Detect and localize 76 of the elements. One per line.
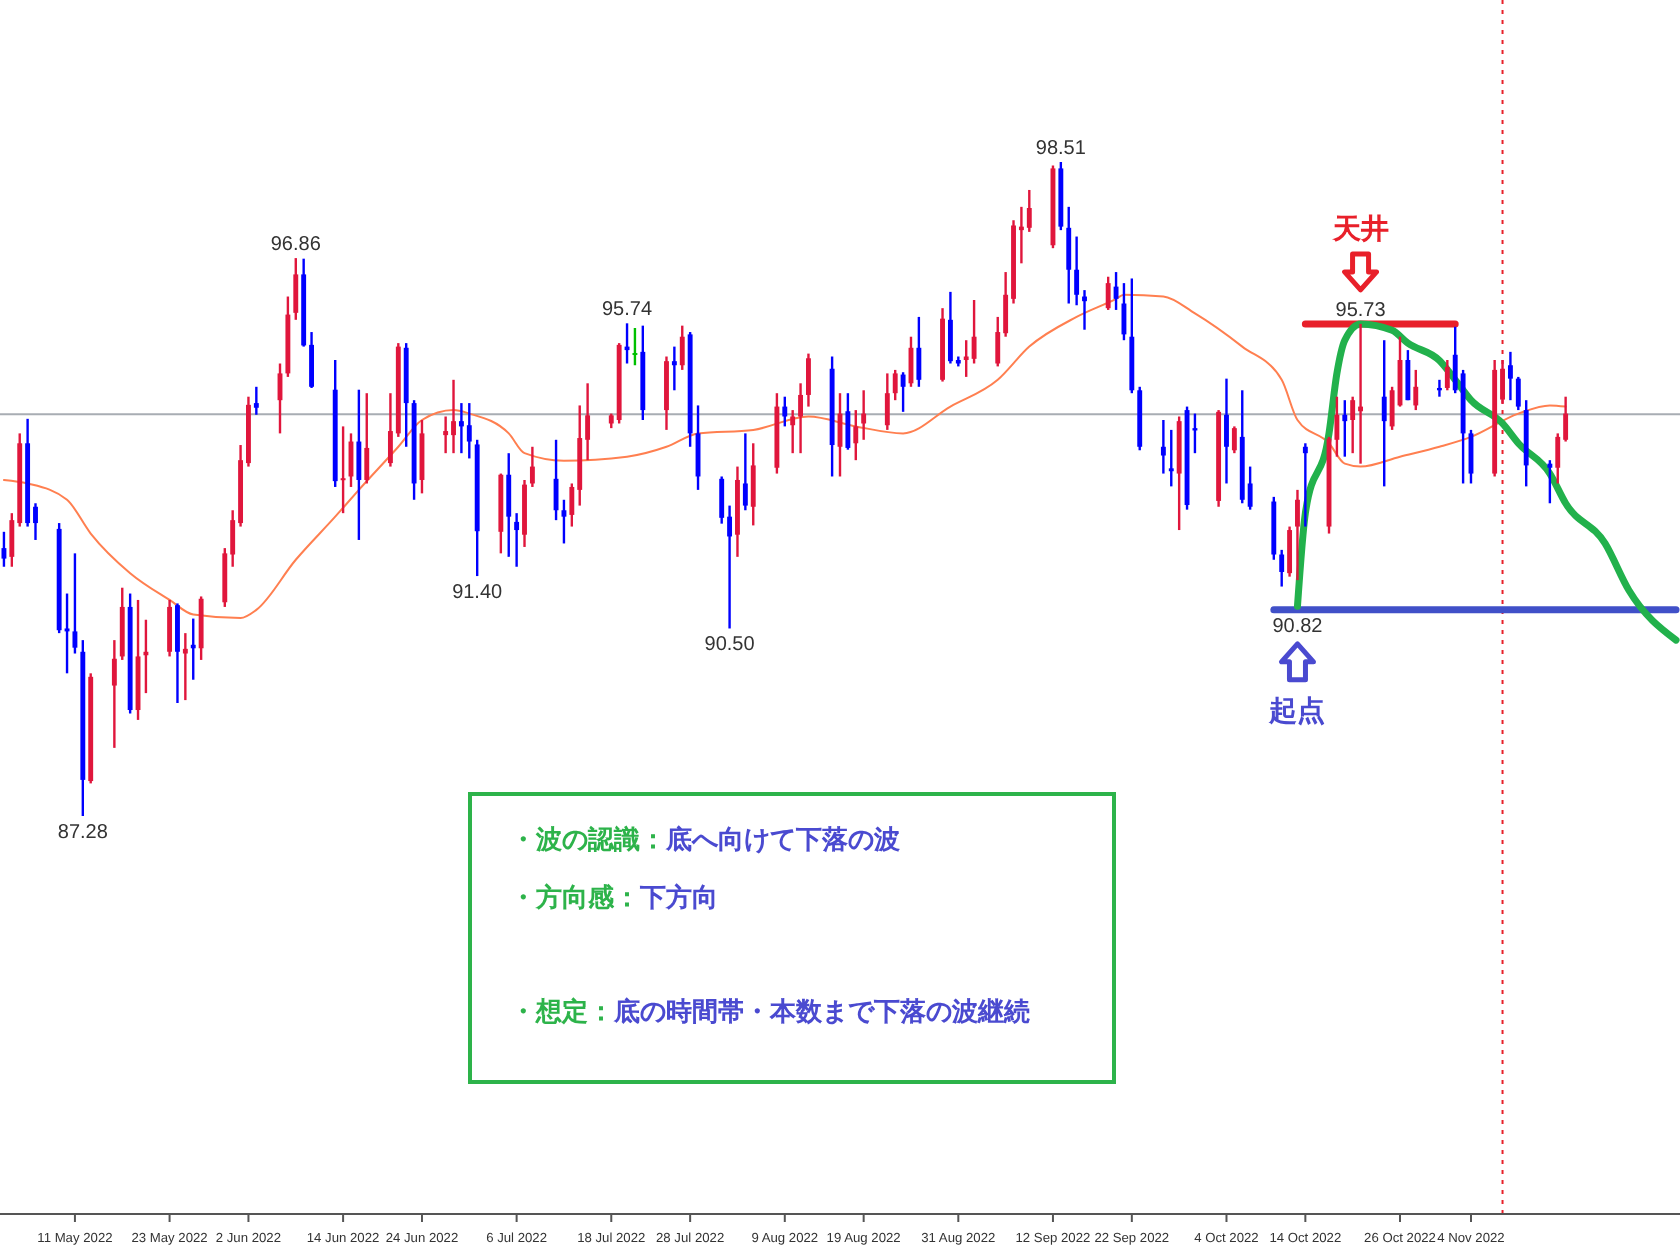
- annotation: 天井: [1330, 211, 1389, 244]
- candlestick: [1342, 398, 1348, 458]
- candlestick: [632, 326, 638, 367]
- candlestick: [1279, 548, 1285, 588]
- candlestick: [340, 425, 346, 515]
- candlestick: [364, 392, 370, 485]
- annotation: 96.86: [270, 234, 322, 257]
- candlestick: [1113, 270, 1119, 312]
- candlestick: [253, 385, 259, 416]
- candlestick: [111, 638, 117, 750]
- candlestick: [175, 602, 180, 705]
- candlestick: [782, 395, 788, 428]
- candlestick: [916, 315, 922, 388]
- candlestick: [892, 368, 898, 402]
- candlestick: [1160, 418, 1166, 475]
- candlestick: [182, 631, 188, 702]
- candlestick: [1168, 428, 1174, 488]
- candlestick: [1436, 378, 1442, 398]
- candlestick: [553, 438, 559, 522]
- annotation: 95.74: [602, 299, 653, 322]
- candlestick: [1231, 425, 1237, 455]
- candlestick: [72, 552, 78, 655]
- candlestick: [1066, 205, 1072, 305]
- annotation: 91.40: [452, 582, 504, 605]
- candlestick: [900, 371, 906, 414]
- candlestick: [884, 372, 890, 432]
- text: ・波の認識：底へ向けて下落の波: [510, 824, 902, 855]
- candlestick: [443, 415, 449, 455]
- candlestick: [750, 442, 756, 527]
- candlestick: [845, 392, 851, 451]
- candlestick: [1287, 525, 1293, 578]
- candlestick: [1350, 395, 1356, 455]
- candlestick: [167, 598, 173, 658]
- candlestick: [529, 445, 535, 489]
- candlestick: [671, 345, 677, 392]
- candlestick: [679, 324, 685, 372]
- candlestick: [790, 408, 796, 455]
- annotation: 90.50: [704, 634, 756, 657]
- candlestick: [1224, 377, 1229, 485]
- candlestick: [1026, 188, 1032, 234]
- annotation: 90.82: [1272, 615, 1324, 638]
- candlestick: [1507, 350, 1513, 402]
- candlestick: [971, 298, 977, 365]
- candlestick: [1413, 368, 1419, 412]
- candlestick: [451, 378, 456, 455]
- candlestick: [1105, 275, 1111, 312]
- candlestick: [1515, 375, 1521, 412]
- annotation: 95.73: [1335, 299, 1387, 322]
- candlestick: [561, 498, 567, 545]
- candlestick: [293, 256, 299, 322]
- candlestick: [798, 382, 804, 455]
- candlestick: [1302, 442, 1308, 528]
- candlestick: [1405, 348, 1411, 402]
- candlestick: [506, 451, 512, 559]
- candlestick: [356, 388, 362, 542]
- candlestick: [514, 511, 520, 568]
- candlestick: [861, 389, 867, 441]
- candlestick: [1444, 358, 1450, 392]
- candlestick: [1121, 281, 1127, 342]
- candlestick: [1, 530, 7, 568]
- candlestick: [1547, 458, 1553, 505]
- candlestick: [947, 290, 953, 365]
- candlestick: [806, 352, 811, 408]
- candlestick: [1381, 339, 1387, 488]
- text: ・想定：底の時間帯・本数まで下落の波継続: [510, 996, 1030, 1027]
- candlestick: [742, 432, 748, 512]
- candlestick: [1295, 488, 1300, 582]
- annotation: 98.51: [1035, 138, 1087, 160]
- candlestick: [458, 401, 464, 455]
- text: ・方向感：下方向: [510, 882, 718, 913]
- candlestick: [853, 408, 859, 462]
- annotation: 起点: [1267, 693, 1326, 726]
- candlestick: [1074, 235, 1080, 307]
- candlestick: [309, 330, 314, 390]
- candlestick: [466, 401, 472, 460]
- annotation: 87.28: [57, 822, 109, 844]
